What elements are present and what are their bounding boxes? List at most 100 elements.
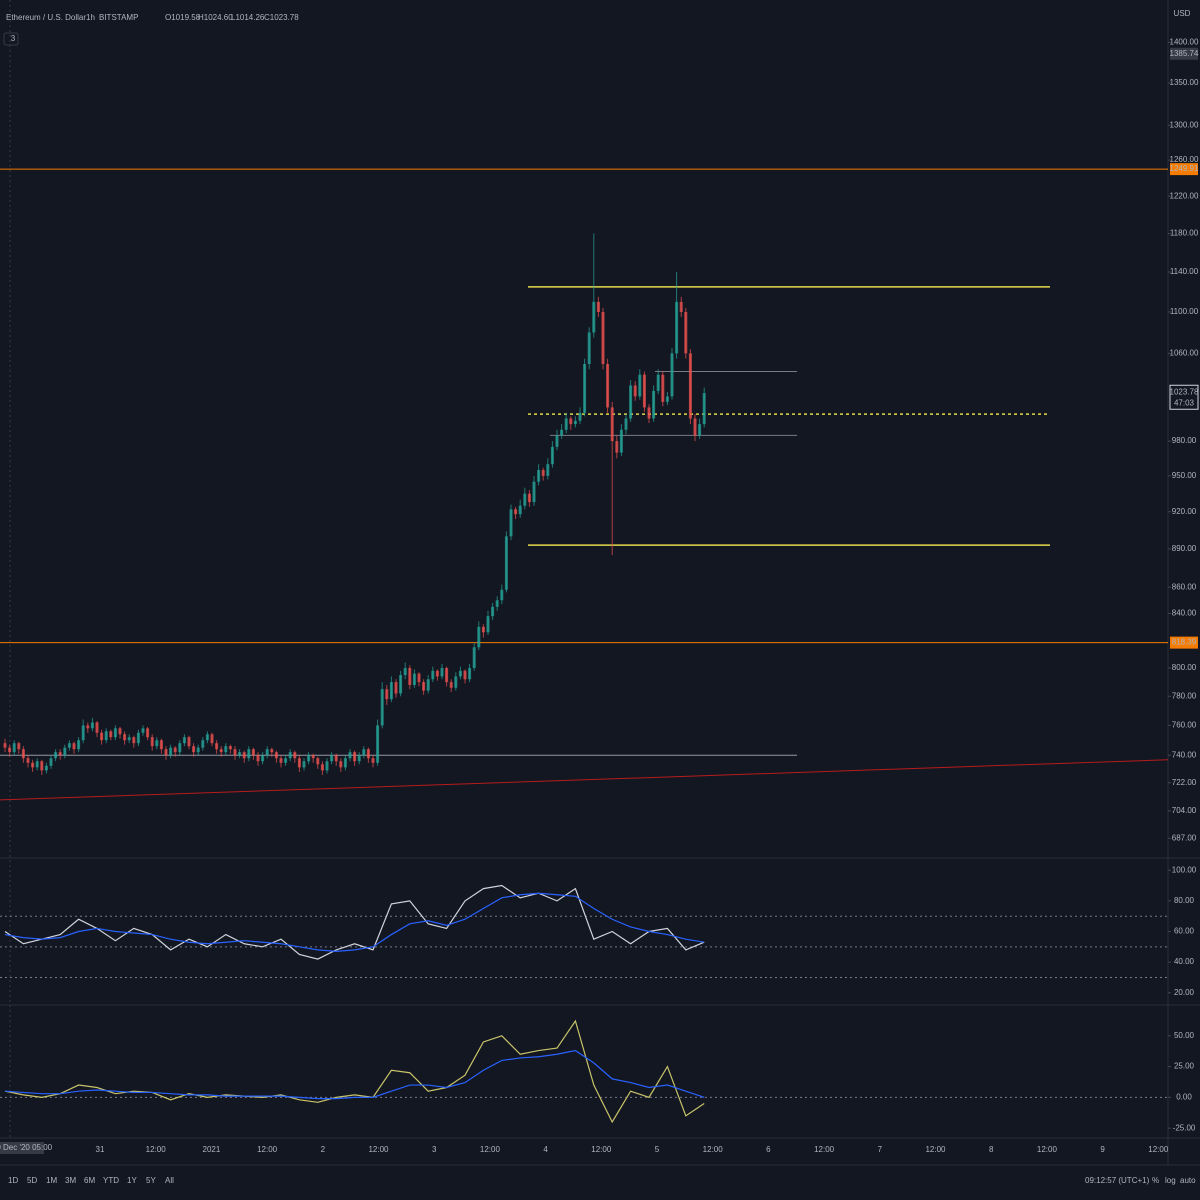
candle-body — [307, 755, 311, 762]
candle-body — [610, 407, 614, 442]
range-button[interactable]: YTD — [103, 1176, 119, 1185]
range-button[interactable]: 1Y — [127, 1176, 137, 1185]
y-tick-label: 780.00 — [1172, 691, 1197, 700]
candle-body — [325, 761, 329, 771]
range-button[interactable]: 5D — [27, 1176, 37, 1185]
candle-body — [77, 740, 81, 750]
y-tick-label: 1300.00 — [1170, 120, 1199, 129]
price-tag-label: 1249.91 — [1170, 164, 1199, 173]
candle-body — [380, 689, 384, 726]
candle-body — [652, 390, 656, 419]
candle-body — [311, 755, 315, 759]
range-button[interactable]: 3M — [65, 1176, 76, 1185]
range-button[interactable]: 5Y — [146, 1176, 156, 1185]
x-tick-label: 5 — [655, 1145, 660, 1154]
y-tick-label: 950.00 — [1172, 471, 1197, 480]
x-tick-label: 4 — [543, 1145, 548, 1154]
y-tick-label: 860.00 — [1172, 582, 1197, 591]
candle-body — [449, 682, 453, 688]
candle-body — [435, 670, 439, 677]
ohlc-value: H1024.60 — [198, 13, 233, 22]
range-button[interactable]: 6M — [84, 1176, 95, 1185]
candle-body — [399, 675, 403, 694]
y-tick-label: 760.00 — [1172, 720, 1197, 729]
price-tag — [1170, 636, 1198, 649]
candle-body — [477, 626, 481, 648]
candle-body — [251, 749, 255, 756]
candle-body — [242, 752, 246, 759]
x-tick-label: 2 — [321, 1145, 326, 1154]
x-tick-label: 7 — [878, 1145, 883, 1154]
candle-body — [159, 740, 163, 750]
indicator-toggle[interactable] — [3, 32, 19, 46]
candle-body — [8, 747, 12, 753]
y-tick-label: 1060.00 — [1170, 348, 1199, 357]
candle-body — [596, 301, 600, 312]
candle-body — [279, 758, 283, 763]
candle-body — [316, 758, 320, 765]
candle-body — [123, 734, 127, 741]
candle-body — [173, 747, 177, 753]
y-tick-label: 722.00 — [1172, 778, 1197, 787]
y-tick-label: 1220.00 — [1170, 191, 1199, 200]
candle-body — [44, 765, 48, 771]
clock: 09:12:57 (UTC+1) — [1085, 1176, 1150, 1185]
candle-body — [578, 412, 582, 421]
candle-body — [532, 481, 536, 503]
candle-body — [155, 740, 159, 747]
indicator-count[interactable]: 3 — [11, 34, 16, 43]
candle-body — [629, 385, 633, 419]
price-tag — [1170, 163, 1198, 176]
candle-body — [500, 589, 504, 601]
x-tick-label: 6 — [766, 1145, 771, 1154]
candle-body — [523, 493, 527, 506]
candle-body — [486, 616, 490, 633]
candle-body — [675, 301, 679, 354]
candle-body — [95, 722, 99, 733]
candle-body — [426, 679, 430, 691]
candle-body — [353, 752, 357, 762]
scale-button[interactable]: auto — [1180, 1176, 1196, 1185]
candle-body — [495, 600, 499, 607]
interval: 1h — [86, 13, 95, 22]
range-button[interactable]: All — [165, 1176, 174, 1185]
candle-body — [564, 418, 568, 430]
indicator-line — [4, 884, 705, 960]
candle-body — [81, 725, 85, 741]
y-tick-label: 1100.00 — [1170, 307, 1199, 316]
candle-body — [376, 725, 380, 763]
range-button[interactable]: 1M — [46, 1176, 57, 1185]
candle-body — [233, 749, 237, 756]
candle-body — [684, 311, 688, 354]
price-tag-label: 818.39 — [1172, 638, 1197, 647]
scale-button[interactable]: log — [1165, 1176, 1176, 1185]
y-tick-label: 25.00 — [1174, 1062, 1195, 1071]
candle-body — [509, 509, 513, 537]
x-tick-label: 12:00 — [1148, 1145, 1169, 1154]
candle-body — [583, 363, 587, 413]
ohlc-value: L1014.26 — [231, 13, 265, 22]
x-tick-label: 12:00 — [257, 1145, 278, 1154]
price-tag — [1170, 47, 1198, 60]
candle-body — [210, 734, 214, 744]
x-tick-label: 12:00 — [925, 1145, 946, 1154]
candle-body — [518, 505, 522, 515]
candle-body — [63, 747, 67, 756]
range-button[interactable]: 1D — [8, 1176, 18, 1185]
x-tick-label: 12:00 — [1037, 1145, 1058, 1154]
scale-button[interactable]: % — [1152, 1176, 1159, 1185]
candle-body — [560, 429, 564, 436]
candle-body — [132, 737, 136, 744]
y-tick-label: 704.00 — [1172, 806, 1197, 815]
candle-body — [3, 743, 7, 748]
y-tick-label: 890.00 — [1172, 544, 1197, 553]
candle-body — [293, 752, 297, 759]
candle-body — [256, 755, 260, 762]
candle-body — [504, 536, 508, 590]
candle-body — [288, 752, 292, 759]
y-tick-label: 100.00 — [1172, 865, 1197, 874]
candle-body — [228, 746, 232, 750]
candle-body — [362, 749, 366, 756]
y-tick-label: 1180.00 — [1170, 229, 1199, 238]
candle-body — [638, 374, 642, 397]
